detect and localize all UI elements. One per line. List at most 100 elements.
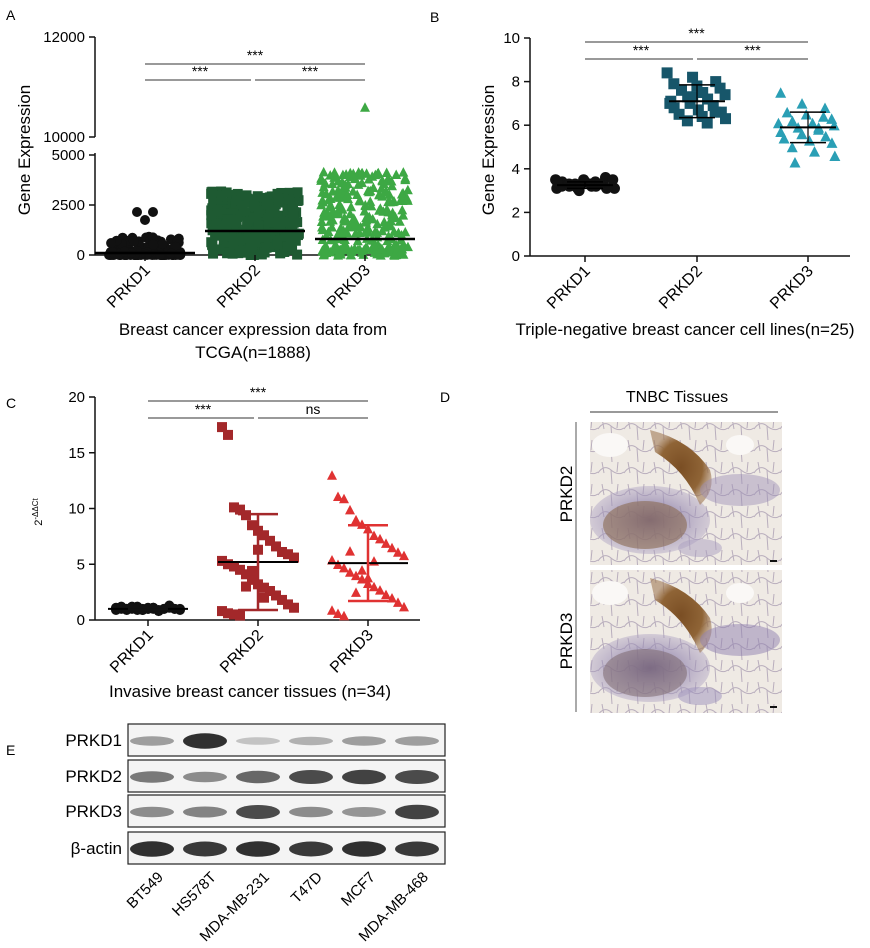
- data-point: [327, 186, 338, 196]
- data-point: [292, 187, 303, 198]
- data-point: [319, 207, 330, 217]
- blot-band: [236, 805, 280, 819]
- data-point: [147, 232, 158, 243]
- data-point: [396, 189, 407, 199]
- significance-label: ***: [247, 47, 264, 63]
- data-point: [235, 210, 246, 221]
- data-point: [393, 597, 403, 607]
- data-point: [223, 608, 233, 619]
- ihc-title: TNBC Tissues: [626, 389, 728, 406]
- blot-band: [289, 770, 333, 784]
- data-point: [819, 102, 831, 113]
- data-point: [710, 76, 722, 88]
- data-point: [261, 199, 272, 210]
- y-tick-label: 2500: [52, 197, 85, 214]
- data-point: [224, 247, 235, 258]
- data-point: [402, 195, 413, 205]
- y-tick-label: 10000: [43, 129, 85, 146]
- data-point: [363, 185, 374, 196]
- data-point: [778, 133, 790, 144]
- significance-label: ***: [744, 42, 761, 58]
- y-tick-label: 0: [77, 612, 85, 629]
- data-point: [277, 594, 287, 605]
- data-point: [263, 217, 274, 228]
- data-point: [372, 168, 383, 178]
- x-tick-label: PRKD1: [104, 262, 154, 312]
- data-point: [221, 187, 232, 198]
- data-point: [607, 174, 619, 186]
- data-point: [148, 207, 158, 217]
- x-tick-label: PRKD3: [327, 627, 377, 677]
- chart-c-tissues: 0 5 10 15 20 2-ΔΔCt PRKD1 PRKD2 PRKD3 *** *** ns Inv…: [31, 384, 420, 701]
- data-point: [242, 216, 253, 227]
- data-point: [348, 186, 359, 196]
- cell-line-label: HS578T: [169, 869, 220, 920]
- chart-a-tcga: 10000 12000 0 2500 5000 Gene Expression PRKD1 P…: [15, 29, 415, 362]
- data-point: [227, 232, 238, 243]
- data-point: [289, 195, 300, 206]
- chart-b-cell-lines: 0 2 4 6 8 10 Gene Expression PRKD1 PRKD2 PRKD3 ***…: [479, 25, 855, 339]
- data-point: [236, 190, 247, 201]
- significance-label: ***: [302, 63, 319, 79]
- data-point: [119, 246, 130, 257]
- data-point: [250, 194, 261, 205]
- data-point: [262, 210, 273, 221]
- ihc-image-prkd3: [590, 570, 782, 713]
- data-point: [292, 249, 303, 260]
- significance-label: ***: [633, 42, 650, 58]
- data-point: [402, 241, 413, 252]
- data-point: [316, 199, 327, 210]
- data-point: [283, 549, 293, 560]
- data-point: [345, 167, 356, 178]
- y-tick-label: 15: [68, 445, 85, 462]
- x-tick-label: PRKD1: [107, 627, 157, 677]
- data-point: [329, 167, 340, 177]
- data-point: [231, 217, 242, 228]
- data-point: [826, 113, 838, 124]
- blot-band: [183, 841, 227, 857]
- data-point: [250, 232, 261, 243]
- data-point: [345, 546, 355, 556]
- data-point: [393, 547, 403, 557]
- data-point: [352, 235, 363, 246]
- data-point: [355, 170, 366, 180]
- data-point: [335, 249, 346, 259]
- blot-band: [183, 806, 227, 818]
- data-point: [374, 189, 385, 200]
- data-point: [386, 180, 397, 191]
- data-point: [350, 228, 361, 238]
- data-point: [359, 206, 370, 216]
- data-point: [318, 181, 329, 192]
- blot-strip: [127, 831, 446, 865]
- cell-line-label: T47D: [288, 869, 326, 907]
- x-tick-label: PRKD1: [544, 263, 594, 313]
- data-point: [260, 234, 271, 245]
- data-point: [233, 242, 244, 253]
- data-point: [265, 535, 275, 546]
- y-tick-label: 4: [512, 161, 520, 178]
- data-point: [687, 71, 699, 83]
- ihc-row-label-prkd3: PRKD3: [557, 613, 576, 670]
- data-point: [361, 168, 372, 178]
- data-point: [387, 542, 397, 553]
- data-point: [140, 215, 150, 225]
- blot-strip: [127, 723, 446, 757]
- x-axis-title: Triple-negative breast cancer cell lines…: [515, 320, 854, 339]
- data-point: [707, 100, 719, 112]
- data-point: [155, 249, 166, 260]
- data-point: [370, 226, 381, 237]
- data-point: [256, 249, 267, 260]
- data-point: [709, 106, 721, 118]
- data-point: [369, 240, 380, 251]
- panel-label-c: C: [6, 395, 16, 411]
- data-point: [786, 115, 798, 127]
- blot-band: [395, 841, 439, 857]
- data-point: [681, 115, 693, 127]
- data-point: [369, 556, 379, 566]
- data-point: [376, 243, 387, 254]
- cell-line-label: BT549: [124, 869, 167, 912]
- x-axis-title-line1: Breast cancer expression data from: [119, 320, 387, 339]
- data-point: [241, 569, 251, 580]
- data-point: [229, 609, 239, 620]
